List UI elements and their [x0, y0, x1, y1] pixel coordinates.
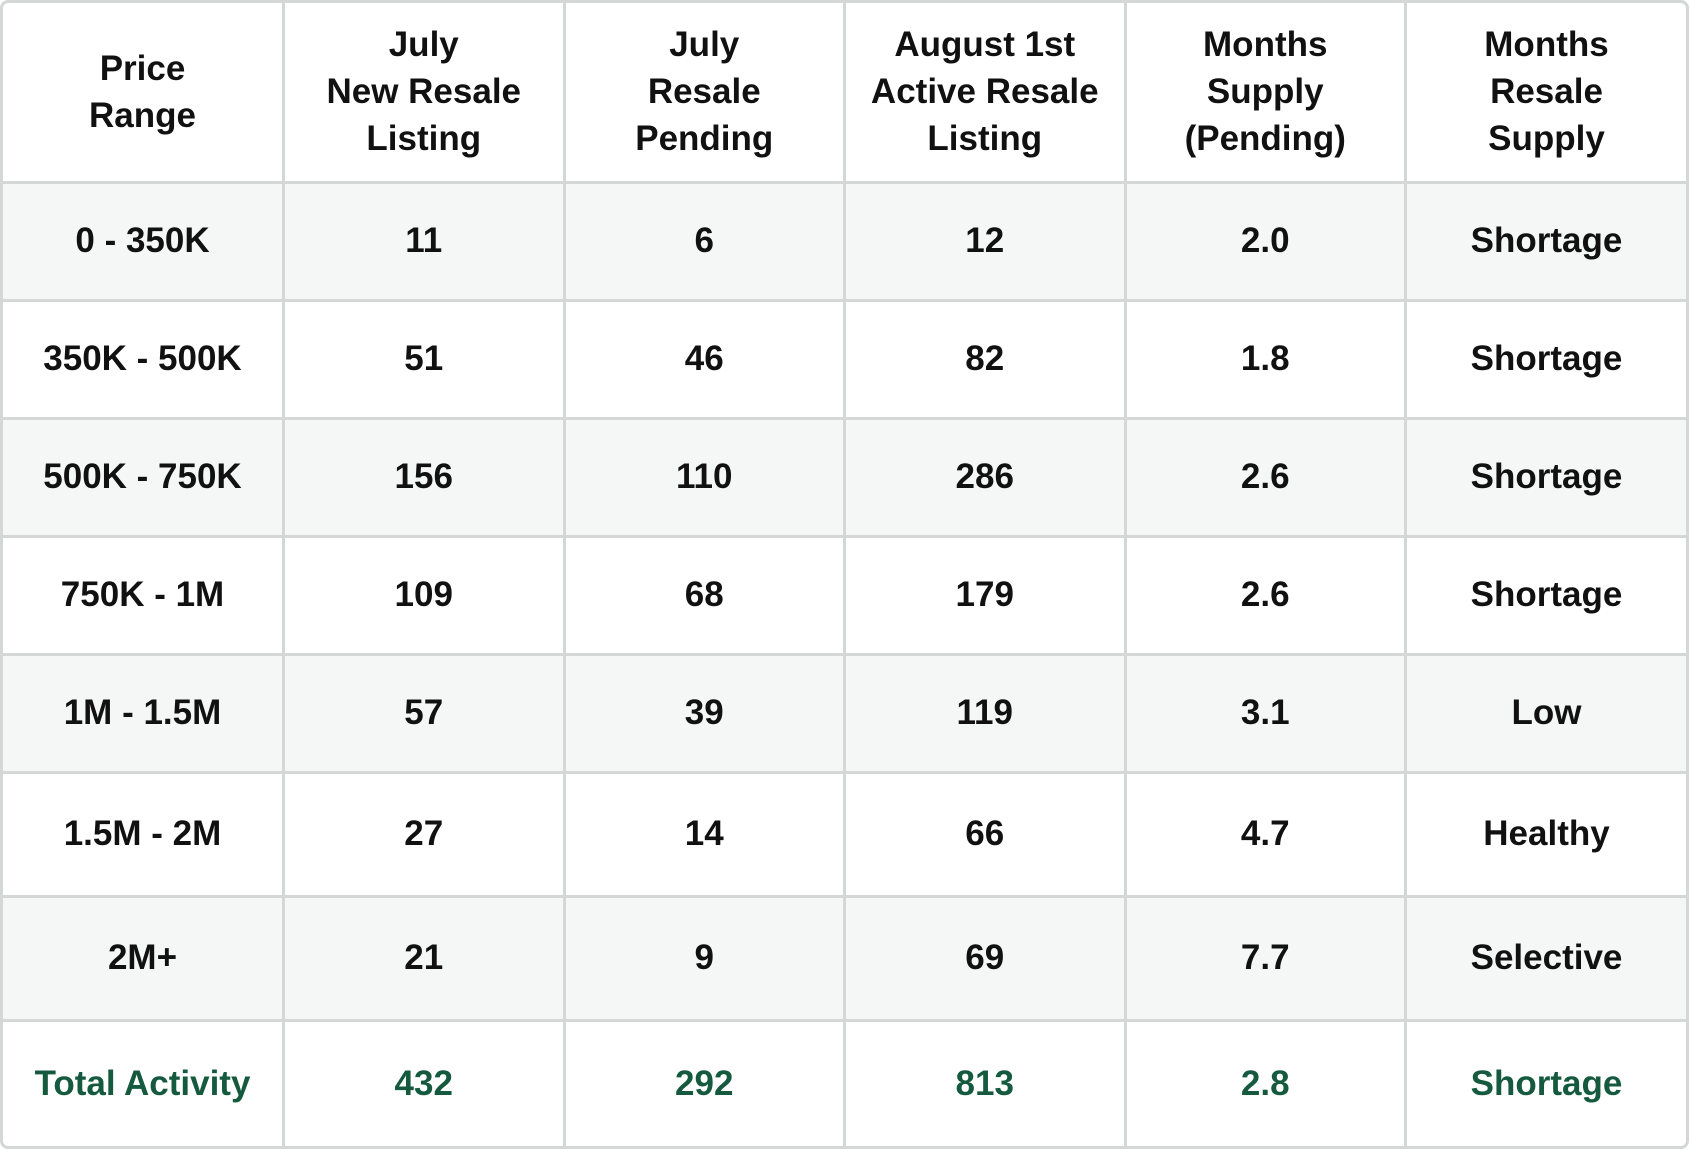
header-line: New Resale — [326, 72, 522, 112]
cell-pending: 39 — [564, 654, 846, 774]
total-active-listing: 813 — [844, 1020, 1127, 1146]
cell-new-listing: 57 — [283, 654, 566, 774]
cell-active-listing: 286 — [844, 418, 1127, 538]
header-line: Months — [1484, 25, 1609, 65]
cell-active-listing: 66 — [844, 772, 1127, 898]
cell-price-range: 750K - 1M — [3, 536, 285, 656]
cell-active-listing: 12 — [844, 182, 1127, 302]
table-row: 500K - 750K 156 110 286 2.6 Shortage — [3, 418, 1686, 538]
cell-new-listing: 156 — [283, 418, 566, 538]
header-line: Listing — [927, 119, 1043, 159]
header-line: Supply — [1488, 119, 1605, 159]
cell-new-listing: 109 — [283, 536, 566, 656]
cell-resale-supply-status: Shortage — [1405, 300, 1686, 420]
total-row: Total Activity 432 292 813 2.8 Shortage — [3, 1020, 1686, 1146]
cell-months-supply-pending: 4.7 — [1125, 772, 1407, 898]
cell-months-supply-pending: 2.6 — [1125, 418, 1407, 538]
header-line: Active Resale — [870, 72, 1099, 112]
cell-resale-supply-status: Shortage — [1405, 182, 1686, 302]
total-label: Total Activity — [3, 1020, 285, 1146]
table-row: 750K - 1M 109 68 179 2.6 Shortage — [3, 536, 1686, 656]
cell-resale-supply-status: Selective — [1405, 896, 1686, 1022]
total-months-supply-pending: 2.8 — [1125, 1020, 1407, 1146]
total-new-listing: 432 — [283, 1020, 566, 1146]
cell-resale-supply-status: Low — [1405, 654, 1686, 774]
header-line: August 1st — [894, 25, 1076, 65]
cell-price-range: 2M+ — [3, 896, 285, 1022]
cell-price-range: 350K - 500K — [3, 300, 285, 420]
cell-months-supply-pending: 1.8 — [1125, 300, 1407, 420]
cell-new-listing: 51 — [283, 300, 566, 420]
header-line: Supply — [1206, 72, 1324, 112]
cell-active-listing: 82 — [844, 300, 1127, 420]
header-line: July — [388, 25, 459, 65]
cell-months-supply-pending: 7.7 — [1125, 896, 1407, 1022]
cell-pending: 14 — [564, 772, 846, 898]
header-line: Pending — [635, 119, 774, 159]
table-row: 2M+ 21 9 69 7.7 Selective — [3, 896, 1686, 1022]
header-july-new-resale-listing: July New Resale Listing — [283, 3, 566, 184]
header-line: Months — [1203, 25, 1328, 65]
cell-active-listing: 69 — [844, 896, 1127, 1022]
header-line: Price — [99, 48, 186, 88]
cell-new-listing: 27 — [283, 772, 566, 898]
total-resale-supply-status: Shortage — [1470, 1063, 1623, 1103]
header-august-active-resale-listing: August 1st Active Resale Listing — [844, 3, 1127, 184]
cell-active-listing: 119 — [844, 654, 1127, 774]
cell-price-range: 1M - 1.5M — [3, 654, 285, 774]
cell-resale-supply-status: Shortage — [1405, 418, 1686, 538]
table-row: 350K - 500K 51 46 82 1.8 Shortage — [3, 300, 1686, 420]
cell-pending: 9 — [564, 896, 846, 1022]
table-row: 1M - 1.5M 57 39 119 3.1 Low — [3, 654, 1686, 774]
cell-pending: 46 — [564, 300, 846, 420]
cell-price-range: 500K - 750K — [3, 418, 285, 538]
header-months-resale-supply: Months Resale Supply — [1405, 3, 1686, 184]
header-months-supply-pending: Months Supply (Pending) — [1125, 3, 1407, 184]
header-line: Resale — [647, 72, 761, 112]
header-price-range: Price Range — [3, 3, 285, 184]
header-row: Price Range July New Resale Listing July… — [3, 3, 1686, 184]
cell-pending: 110 — [564, 418, 846, 538]
cell-price-range: 0 - 350K — [3, 182, 285, 302]
total-pending: 292 — [564, 1020, 846, 1146]
cell-new-listing: 11 — [283, 182, 566, 302]
cell-resale-supply-status: Healthy — [1405, 772, 1686, 898]
header-line: Range — [89, 95, 196, 135]
table-row: 1.5M - 2M 27 14 66 4.7 Healthy — [3, 772, 1686, 898]
cell-active-listing: 179 — [844, 536, 1127, 656]
cell-new-listing: 21 — [283, 896, 566, 1022]
header-line: (Pending) — [1184, 119, 1346, 159]
cell-months-supply-pending: 3.1 — [1125, 654, 1407, 774]
cell-pending: 6 — [564, 182, 846, 302]
table-row: 0 - 350K 11 6 12 2.0 Shortage — [3, 182, 1686, 302]
cell-resale-supply-status: Shortage — [1405, 536, 1686, 656]
header-line: July — [669, 25, 740, 65]
cell-months-supply-pending: 2.6 — [1125, 536, 1407, 656]
cell-pending: 68 — [564, 536, 846, 656]
header-line: Resale — [1490, 72, 1603, 112]
cell-months-supply-pending: 2.0 — [1125, 182, 1407, 302]
resale-activity-table: Price Range July New Resale Listing July… — [3, 3, 1686, 1146]
header-line: Listing — [366, 119, 482, 159]
cell-price-range: 1.5M - 2M — [3, 772, 285, 898]
header-july-resale-pending: July Resale Pending — [564, 3, 846, 184]
